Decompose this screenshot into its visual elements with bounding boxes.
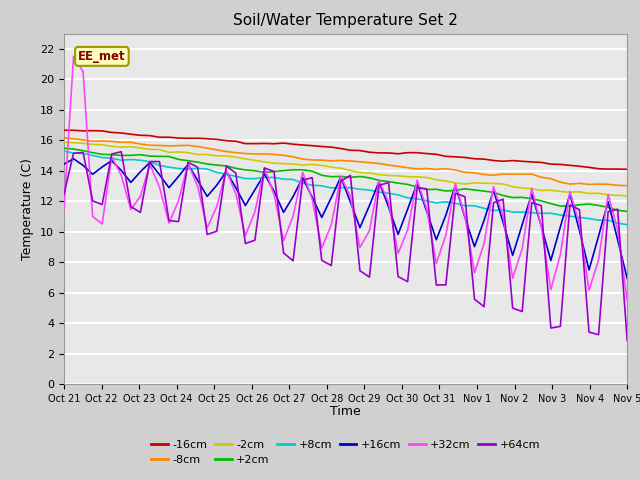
X-axis label: Time: Time [330,405,361,418]
Text: EE_met: EE_met [78,50,125,63]
Title: Soil/Water Temperature Set 2: Soil/Water Temperature Set 2 [233,13,458,28]
Legend: -16cm, -8cm, -2cm, +2cm, +8cm, +16cm, +32cm, +64cm: -16cm, -8cm, -2cm, +2cm, +8cm, +16cm, +3… [147,435,545,469]
Y-axis label: Temperature (C): Temperature (C) [22,158,35,260]
